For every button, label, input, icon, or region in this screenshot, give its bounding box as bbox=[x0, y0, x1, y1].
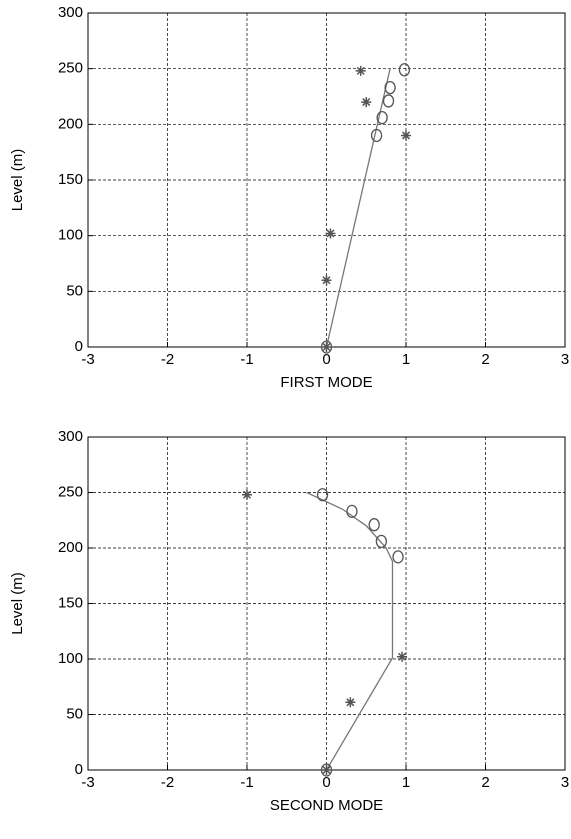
x-tick-label: 3 bbox=[561, 351, 569, 368]
circle-marker bbox=[316, 488, 329, 502]
y-tick-label: 200 bbox=[58, 539, 83, 556]
y-tick-label: 0 bbox=[75, 761, 83, 778]
star-marker bbox=[361, 97, 372, 108]
x-tick-label: 0 bbox=[322, 351, 330, 368]
y-axis-label: Level (m) bbox=[9, 572, 26, 635]
star-marker bbox=[321, 765, 332, 775]
x-tick-label: 0 bbox=[322, 774, 330, 791]
y-tick-label: 150 bbox=[58, 594, 83, 611]
x-tick-label: 1 bbox=[402, 774, 410, 791]
circle-marker bbox=[370, 128, 383, 143]
circle-marker bbox=[392, 550, 404, 564]
y-tick-label: 250 bbox=[58, 483, 83, 500]
y-tick-label: 250 bbox=[58, 60, 83, 77]
star-marker bbox=[345, 697, 356, 708]
x-axis-label: FIRST MODE bbox=[280, 374, 372, 391]
y-tick-label: 300 bbox=[58, 428, 83, 445]
circle-marker bbox=[376, 111, 388, 125]
y-tick-label: 0 bbox=[75, 338, 83, 355]
star-marker bbox=[321, 342, 332, 352]
star-marker bbox=[325, 228, 336, 239]
x-tick-label: 3 bbox=[561, 774, 569, 791]
circle-marker bbox=[382, 94, 395, 108]
x-tick-label: -2 bbox=[161, 774, 174, 791]
mode-line bbox=[306, 491, 394, 771]
x-tick-label: -1 bbox=[240, 351, 253, 368]
y-axis-label: Level (m) bbox=[9, 149, 26, 212]
x-tick-label: 2 bbox=[481, 774, 489, 791]
star-marker bbox=[397, 651, 408, 662]
star-marker bbox=[242, 489, 252, 500]
y-tick-label: 150 bbox=[58, 171, 83, 188]
circle-marker bbox=[375, 534, 388, 548]
x-tick-label: -1 bbox=[240, 774, 253, 791]
x-tick-label: 1 bbox=[402, 351, 410, 368]
y-tick-label: 100 bbox=[58, 650, 83, 667]
y-tick-label: 50 bbox=[66, 705, 83, 722]
x-tick-label: -2 bbox=[161, 351, 174, 368]
y-tick-label: 100 bbox=[58, 227, 83, 244]
x-axis-label: SECOND MODE bbox=[270, 797, 383, 814]
circle-marker bbox=[346, 504, 358, 519]
mode-line bbox=[325, 68, 391, 348]
circle-marker bbox=[398, 63, 411, 77]
star-marker bbox=[321, 275, 332, 286]
circle-marker bbox=[384, 80, 396, 95]
star-marker bbox=[355, 65, 366, 76]
circle-marker bbox=[368, 518, 380, 532]
x-tick-label: -3 bbox=[81, 774, 94, 791]
x-tick-label: -3 bbox=[81, 351, 94, 368]
y-tick-label: 200 bbox=[58, 115, 83, 132]
y-tick-label: 50 bbox=[66, 282, 83, 299]
x-tick-label: 2 bbox=[481, 351, 489, 368]
y-tick-label: 300 bbox=[58, 4, 83, 21]
star-marker bbox=[401, 130, 411, 141]
